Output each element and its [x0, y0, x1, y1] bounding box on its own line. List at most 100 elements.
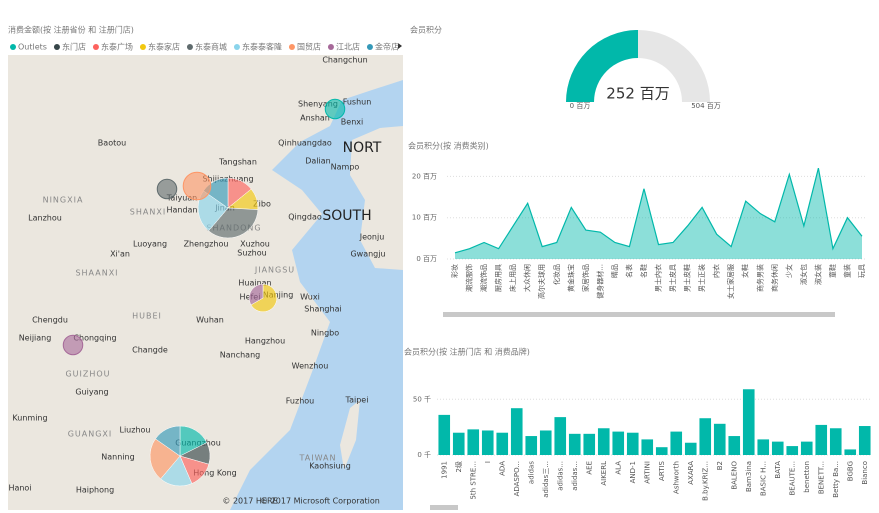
map-title: 消费金额(按 注册省份 和 注册门店) [8, 25, 134, 35]
map-label: Shenyang [298, 100, 338, 109]
map-label: SHANXI [130, 208, 166, 217]
map-label: Changde [132, 346, 168, 355]
map-label: Qinhuangdao [278, 139, 332, 148]
map-label: SHAANXI [75, 269, 118, 278]
legend-label: 江北店 [336, 42, 360, 52]
legend-marker [366, 44, 373, 50]
x-tick-label: 商务休闲 [770, 264, 779, 292]
x-tick-label: 床上用品 [508, 264, 517, 292]
legend-marker [327, 44, 334, 50]
bar [496, 432, 509, 455]
map-label: Chongqing [73, 334, 116, 343]
legend-marker [233, 44, 240, 50]
legend-marker [186, 44, 193, 50]
legend-marker [10, 44, 16, 50]
x-tick-label: 淑女装 [813, 264, 822, 285]
map-label: GUANGXI [68, 430, 113, 439]
x-tick-label: adidas [527, 461, 535, 484]
x-tick-label: 男士正装 [697, 264, 706, 292]
map-label: Nampo [331, 163, 360, 172]
x-tick-label: 健身器材... [595, 264, 604, 299]
bar [800, 441, 813, 455]
x-tick-label: 大众休闲 [523, 264, 532, 292]
x-tick-label: I [484, 461, 492, 463]
map-label: Taiyuan [166, 194, 197, 203]
bubble-slice [324, 98, 346, 120]
map-label: Shanghai [304, 305, 341, 314]
area [455, 168, 862, 259]
map-label: NORT [343, 140, 382, 156]
x-tick-label: 化妆品 [552, 264, 561, 285]
map-label: Luoyang [133, 240, 167, 249]
x-tick-label: 少女 [784, 264, 793, 278]
x-tick-label: 睛品 [610, 264, 619, 278]
legend-label: Outlets [18, 43, 47, 52]
map-label: TAIWAN [298, 454, 336, 463]
x-tick-label: 5th STRE... [469, 461, 477, 500]
bar [641, 439, 654, 455]
bar [771, 441, 784, 455]
map-label: Zibo [253, 200, 271, 209]
map-label: Fuzhou [286, 397, 314, 406]
bar [438, 414, 451, 455]
x-tick-label: AND-1 [629, 461, 637, 483]
x-tick-label: ALA [614, 461, 622, 475]
x-tick-label: 家居饰品 [581, 264, 590, 292]
x-tick-label: 内衣 [712, 264, 721, 278]
bubble-slice [155, 425, 181, 457]
bar-title: 会员积分(按 注册门店 和 消费品牌) [404, 347, 530, 357]
x-tick-label: 男士皮鞋 [683, 264, 692, 292]
gauge-max-label: 504 百万 [691, 102, 721, 110]
map-label: Gwangju [350, 250, 385, 259]
bubble-slice [62, 334, 84, 356]
area-title: 会员积分(按 消费类别) [408, 141, 489, 151]
x-tick-label: BGBG [846, 461, 854, 481]
x-tick-label: Bianco [861, 461, 869, 485]
x-tick-label: BENETT... [817, 461, 825, 494]
y-tick-label: 20 百万 [412, 172, 437, 180]
gauge-title: 会员积分 [410, 25, 442, 35]
scrollbar[interactable] [430, 505, 458, 510]
x-tick-label: ARTIS [658, 460, 666, 480]
map-label: © 2017 Microsoft Corporation [260, 497, 380, 506]
map-label: JIANGSU [254, 266, 295, 275]
x-tick-label: 黄金珠宝 [566, 264, 575, 292]
bar [554, 417, 567, 455]
x-tick-label: 男士内衣 [654, 264, 663, 292]
legend-label: 东门店 [62, 42, 86, 52]
bar [786, 446, 799, 455]
map-label: Xuzhou [240, 240, 270, 249]
map-label: Baotou [98, 139, 126, 148]
x-tick-label: ARTINI [643, 461, 651, 484]
legend-more[interactable] [398, 43, 402, 49]
legend-label: 国贸店 [297, 42, 321, 52]
map-label: Kaohsiung [309, 462, 351, 471]
x-tick-label: 名表 [624, 264, 633, 278]
bar [626, 432, 639, 455]
bar [684, 442, 697, 455]
bar [829, 428, 842, 455]
bar [655, 447, 668, 455]
map-base [8, 55, 403, 510]
map-label: Nanchang [220, 351, 260, 360]
bar [525, 436, 538, 455]
y-tick-label: 0 千 [417, 450, 431, 459]
gauge-value [566, 30, 638, 102]
bubble-slice [182, 171, 212, 201]
x-tick-label: B.by.KRIZ... [701, 461, 709, 501]
x-tick-label: BALENO [730, 461, 738, 490]
map-label: Haiphong [76, 486, 114, 495]
x-tick-label: 潮流服饰 [465, 264, 474, 292]
x-tick-label: Betty Ba... [832, 461, 840, 498]
bar [510, 408, 523, 455]
map-label: Kunming [12, 414, 47, 423]
scrollbar[interactable] [443, 312, 835, 317]
y-tick-label: 50 千 [413, 394, 431, 403]
map-label: Fushun [343, 98, 372, 107]
bar [670, 431, 683, 455]
map-label: Liuzhou [120, 426, 151, 435]
bubble-slice [208, 207, 259, 239]
y-tick-label: 0 百万 [416, 255, 437, 263]
x-tick-label: 1991 [440, 461, 448, 479]
bubble-slice [149, 438, 181, 480]
